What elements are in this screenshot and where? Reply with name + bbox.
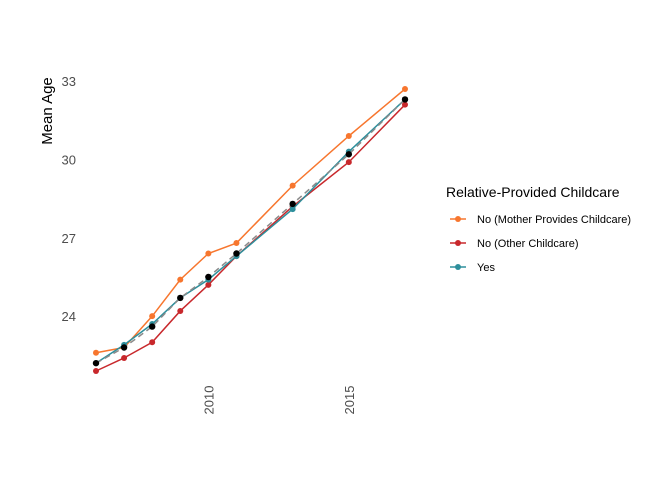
- y-tick-label: 27: [62, 231, 76, 246]
- x-tick-label: 2010: [201, 386, 216, 415]
- overall-trend-point: [233, 250, 240, 257]
- series-layer: [93, 86, 408, 374]
- series-point-1: [121, 354, 128, 361]
- series-point-1: [345, 159, 352, 166]
- series-line-2: [95, 98, 406, 364]
- overall-trend-layer: [92, 96, 409, 367]
- overall-trend-point: [120, 344, 128, 351]
- legend-key-point: [455, 264, 461, 270]
- overall-trend-point: [92, 359, 100, 367]
- y-axis: 24 27 30 33: [62, 74, 76, 324]
- series-point-1: [205, 281, 212, 288]
- overall-trend-line: [95, 98, 406, 364]
- legend-label: No (Other Childcare): [477, 238, 578, 250]
- series-point-1: [149, 339, 156, 346]
- series-point-0: [93, 349, 99, 356]
- overall-trend-point: [289, 200, 296, 208]
- series-point-0: [149, 313, 156, 320]
- legend-title: Relative-Provided Childcare: [446, 184, 620, 200]
- series-point-2: [289, 206, 296, 213]
- overall-trend-point: [148, 323, 156, 330]
- series-line-0: [95, 88, 406, 354]
- y-tick-label: 30: [62, 153, 76, 168]
- legend-key-point: [455, 240, 461, 246]
- series-point-0: [289, 182, 296, 189]
- overall-trend-point: [177, 294, 184, 302]
- series-point-0: [233, 240, 240, 247]
- series-point-0: [205, 250, 212, 257]
- y-axis-title: Mean Age: [39, 77, 56, 145]
- legend-label: Yes: [477, 262, 495, 274]
- x-axis: 2010 2015: [201, 386, 356, 415]
- overall-trend-point: [345, 151, 353, 158]
- y-tick-label: 33: [62, 74, 76, 89]
- overall-trend-point: [205, 273, 212, 281]
- series-point-0: [345, 133, 352, 139]
- series-point-1: [402, 101, 408, 108]
- legend-label: No (Mother Provides Childcare): [477, 214, 631, 226]
- legend: Relative-Provided Childcare No (Mother P…: [446, 184, 631, 274]
- series-point-0: [402, 86, 408, 92]
- legend-key-point: [455, 216, 461, 222]
- y-tick-label: 24: [62, 309, 76, 324]
- series-point-1: [177, 307, 184, 314]
- series-point-1: [93, 368, 99, 374]
- series-point-0: [177, 276, 184, 283]
- overall-trend-point: [401, 96, 409, 103]
- x-tick-label: 2015: [342, 386, 357, 415]
